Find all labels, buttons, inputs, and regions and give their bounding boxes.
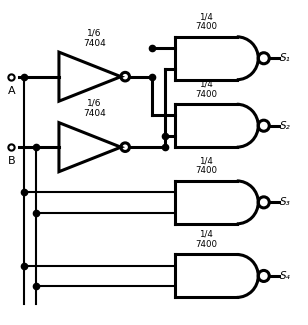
Text: 1/4
7400: 1/4 7400 bbox=[195, 230, 217, 249]
Text: 1/6
7404: 1/6 7404 bbox=[83, 29, 106, 47]
Text: 1/6
7404: 1/6 7404 bbox=[83, 99, 106, 118]
Text: 1/4
7400: 1/4 7400 bbox=[195, 80, 217, 99]
Text: 1/4
7400: 1/4 7400 bbox=[195, 12, 217, 31]
Text: A: A bbox=[8, 86, 15, 96]
Text: S₃: S₃ bbox=[280, 197, 291, 207]
Text: S₂: S₂ bbox=[280, 121, 291, 131]
Text: 1/4
7400: 1/4 7400 bbox=[195, 156, 217, 176]
Text: S₄: S₄ bbox=[280, 271, 291, 281]
Text: S₁: S₁ bbox=[280, 53, 291, 63]
Text: B: B bbox=[8, 156, 15, 166]
